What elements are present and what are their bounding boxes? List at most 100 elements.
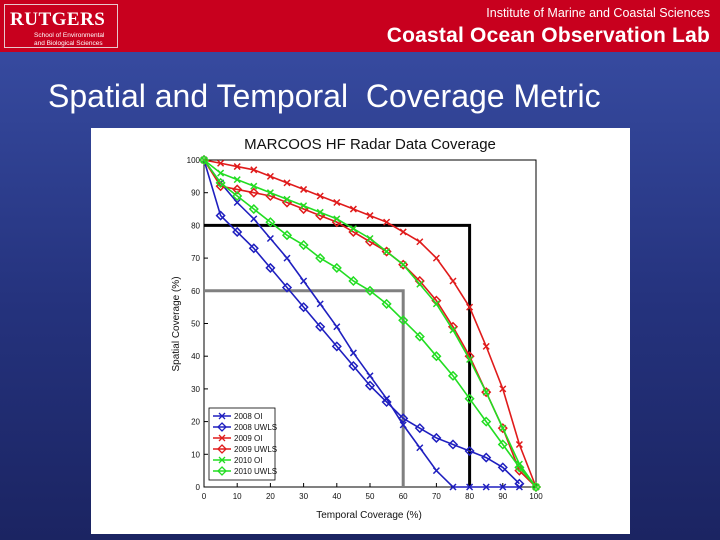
x-tick-label: 70	[432, 492, 441, 501]
x-tick-label: 10	[233, 492, 242, 501]
series-line	[203, 159, 520, 488]
data-point	[383, 248, 391, 256]
data-point	[266, 172, 274, 180]
y-tick-label: 50	[191, 320, 200, 329]
y-tick-label: 70	[191, 254, 200, 263]
data-point	[514, 462, 525, 473]
data-point	[364, 285, 376, 296]
data-point	[349, 225, 357, 233]
logo-subtitle-line: School of Environmental	[34, 32, 105, 39]
data-point	[333, 198, 341, 207]
data-point	[482, 483, 490, 491]
x-tick-label: 30	[299, 492, 308, 501]
data-point	[232, 184, 243, 195]
institute-name: Institute of Marine and Coastal Sciences	[486, 6, 710, 20]
lab-name: Coastal Ocean Observation Lab	[386, 24, 710, 47]
y-axis-label: Spatial Coverage (%)	[171, 276, 182, 371]
data-point	[447, 370, 459, 381]
plot-area: 0 10 20 30 40 50 60 70 80 90 100 0 10 20 30 40 50 60 70 80 9…	[187, 154, 543, 501]
data-point	[497, 423, 508, 434]
data-point	[364, 380, 376, 391]
data-point	[265, 262, 276, 273]
data-point	[283, 195, 291, 203]
data-point	[215, 210, 226, 221]
data-point	[449, 326, 457, 334]
data-point	[248, 187, 259, 198]
data-point	[482, 388, 490, 396]
data-point	[432, 300, 440, 308]
logo-subtitle-line: and Biological Sciences	[34, 40, 103, 47]
legend-label: 2009 OI	[234, 434, 262, 443]
data-point	[432, 254, 440, 262]
data-point	[432, 467, 440, 475]
data-point	[366, 212, 374, 220]
data-point	[266, 189, 274, 197]
data-point	[497, 439, 508, 450]
data-point	[215, 177, 226, 188]
data-point	[399, 421, 407, 429]
data-point	[316, 208, 324, 216]
data-point	[233, 176, 241, 184]
data-point	[348, 275, 359, 287]
x-axis-label: Temporal Coverage (%)	[316, 510, 422, 521]
data-point	[515, 440, 523, 449]
data-point	[499, 385, 507, 393]
data-point	[416, 238, 424, 246]
x-tick-label: 60	[399, 492, 408, 501]
data-point	[250, 166, 258, 174]
header-banner: RUTGERS School of Environmental and Biol…	[0, 0, 720, 52]
data-point	[481, 416, 492, 427]
x-tick-label: 90	[498, 492, 507, 501]
data-point	[283, 254, 291, 262]
data-point	[331, 341, 342, 352]
data-point	[464, 445, 475, 457]
legend-label: 2008 OI	[234, 412, 262, 421]
data-point	[248, 243, 259, 254]
data-point	[482, 342, 490, 350]
y-tick-label: 60	[191, 287, 200, 296]
rutgers-logo: RUTGERS School of Environmental and Biol…	[4, 4, 118, 48]
data-point	[348, 360, 359, 372]
legend-box	[208, 407, 276, 481]
data-point	[466, 355, 474, 364]
data-point	[447, 439, 459, 450]
x-tick-label: 0	[202, 492, 207, 501]
data-point	[349, 349, 357, 357]
y-tick-label: 80	[191, 221, 200, 230]
data-point	[198, 154, 210, 166]
data-point	[266, 234, 274, 243]
data-point	[466, 303, 474, 311]
data-point	[366, 234, 374, 243]
data-point	[399, 228, 407, 236]
data-point	[381, 396, 392, 408]
data-point	[464, 393, 475, 404]
legend-label: 2009 UWLS	[234, 445, 277, 454]
data-point	[250, 182, 258, 190]
data-point	[381, 298, 392, 309]
data-point	[499, 424, 507, 432]
data-point	[398, 413, 409, 424]
data-point	[466, 483, 474, 491]
data-point	[248, 203, 259, 215]
data-point	[217, 169, 225, 177]
data-point	[499, 483, 507, 491]
data-point	[398, 315, 409, 326]
data-point	[315, 253, 326, 264]
chart-panel: MARCOOS HF Radar Data Coverage 0 10 20 30 40…	[91, 128, 630, 534]
logo-name: RUTGERS	[10, 9, 106, 30]
y-tick-label: 20	[191, 418, 200, 427]
data-point	[281, 282, 293, 293]
data-point	[333, 323, 341, 331]
legend-marker	[217, 422, 227, 432]
data-point	[233, 163, 241, 171]
x-tick-label: 40	[332, 492, 341, 501]
data-point	[414, 331, 425, 342]
data-point	[414, 423, 425, 434]
y-tick-label: 40	[191, 352, 200, 361]
data-point	[217, 159, 225, 167]
x-tick-label: 50	[366, 492, 375, 501]
data-point	[449, 277, 457, 285]
data-point	[416, 444, 424, 452]
data-point	[315, 321, 326, 332]
data-point	[399, 261, 407, 269]
